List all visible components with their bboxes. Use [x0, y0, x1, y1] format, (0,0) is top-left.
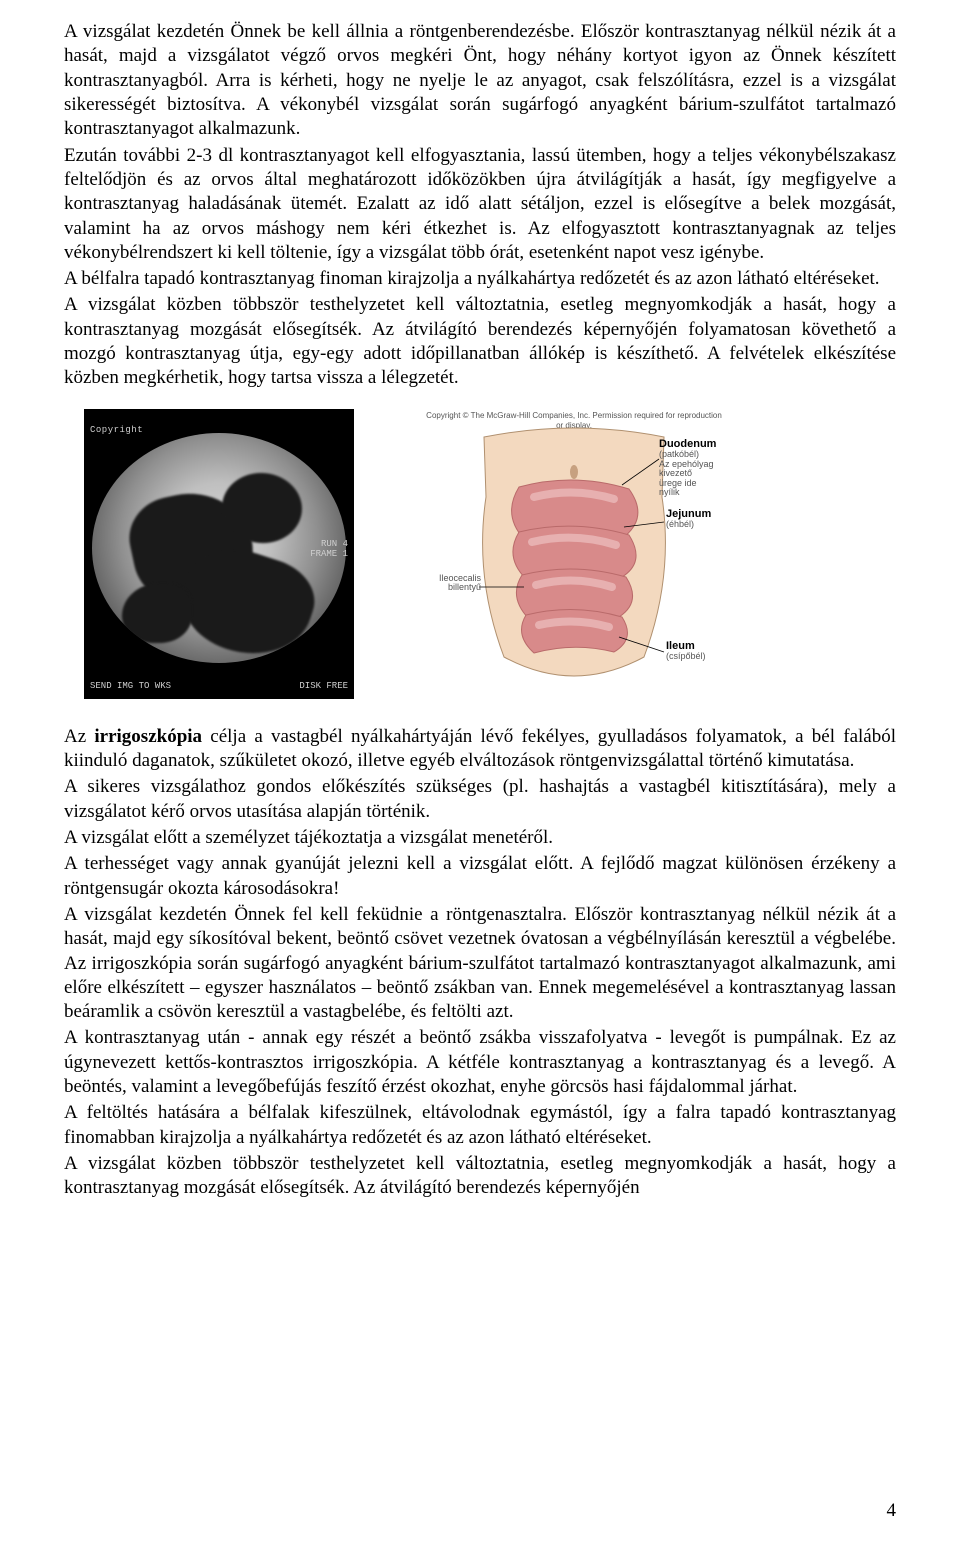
xray-bottom-right: DISK FREE [299, 681, 348, 693]
anatomy-label-jejunum: Jejunum (éhbél) [666, 509, 711, 530]
label-text: Ileum [666, 640, 695, 652]
label-sub: (éhbél) [666, 520, 711, 529]
paragraph-11: A feltöltés hatására a bélfalak kifeszül… [64, 1101, 896, 1150]
document-page: A vizsgálat kezdetén Önnek be kell állni… [0, 0, 960, 1541]
paragraph-4: A vizsgálat közben többször testhelyzete… [64, 293, 896, 390]
label-text: Duodenum [659, 438, 716, 450]
figure-row: Copyright RUN 4 FRAME 1 SEND IMG TO WKS … [84, 409, 896, 699]
anatomy-label-ileum: Ileum (csípőbél) [666, 641, 706, 662]
xray-circle [92, 433, 346, 663]
xray-run-label: RUN 4 [310, 539, 348, 550]
paragraph-2: Ezután további 2-3 dl kontrasztanyagot k… [64, 144, 896, 266]
paragraph-7: A vizsgálat előtt a személyzet tájékozta… [64, 826, 896, 850]
paragraph-12: A vizsgálat közben többször testhelyzete… [64, 1152, 896, 1201]
figure-anatomy: Copyright © The McGraw-Hill Companies, I… [424, 409, 724, 699]
xray-bottom-left: SEND IMG TO WKS [90, 681, 171, 693]
anatomy-label-ileocecal: Ileocecalis billentyű [426, 574, 481, 593]
anatomy-label-duodenum: Duodenum (patkóbél) Az epehólyag kivezet… [659, 439, 717, 498]
paragraph-9: A vizsgálat kezdetén Önnek fel kell fekü… [64, 903, 896, 1025]
paragraph-3: A bélfalra tapadó kontrasztanyag finoman… [64, 267, 896, 291]
paragraph-8: A terhességet vagy annak gyanúját jelezn… [64, 852, 896, 901]
xray-blob [122, 583, 192, 643]
xray-right-labels: RUN 4 FRAME 1 [310, 539, 348, 561]
xray-bottom-labels: SEND IMG TO WKS DISK FREE [90, 681, 348, 693]
paragraph-6: A sikeres vizsgálathoz gondos előkészíté… [64, 775, 896, 824]
p5-bold-term: irrigoszkópia [94, 726, 202, 747]
page-number: 4 [887, 1499, 897, 1523]
figure-xray: Copyright RUN 4 FRAME 1 SEND IMG TO WKS … [84, 409, 354, 699]
paragraph-5: Az irrigoszkópia célja a vastagbél nyálk… [64, 725, 896, 774]
label-sub2: Az epehólyag kivezető ürege ide nyílik [659, 460, 717, 498]
paragraph-10: A kontrasztanyag után - annak egy részét… [64, 1026, 896, 1099]
paragraph-1: A vizsgálat kezdetén Önnek be kell állni… [64, 20, 896, 142]
xray-top-text: Copyright [90, 425, 143, 435]
p5-pre: Az [64, 726, 94, 747]
label-sub: (csípőbél) [666, 652, 706, 661]
label-text: Ileocecalis billentyű [426, 574, 481, 593]
label-text: Jejunum [666, 508, 711, 520]
xray-frame-label: FRAME 1 [310, 549, 348, 560]
